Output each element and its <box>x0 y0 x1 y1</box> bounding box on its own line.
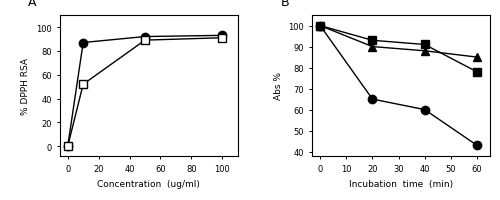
Y-axis label: % DPPH RSA: % DPPH RSA <box>22 58 30 114</box>
X-axis label: Incubation  time  (min): Incubation time (min) <box>349 179 453 188</box>
Text: A: A <box>28 0 36 9</box>
Text: B: B <box>280 0 289 9</box>
X-axis label: Concentration  (ug/ml): Concentration (ug/ml) <box>98 179 200 188</box>
Y-axis label: Abs %: Abs % <box>274 72 282 100</box>
